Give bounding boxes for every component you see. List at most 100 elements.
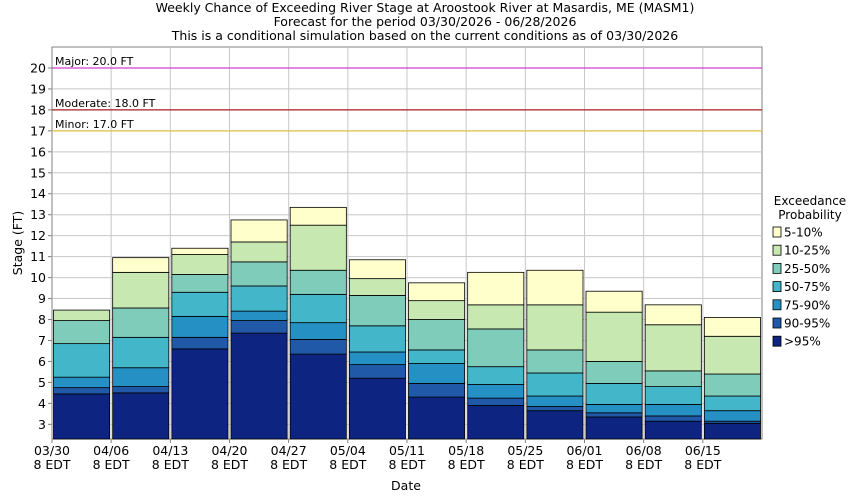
bar-segment-25-50- — [348, 295, 406, 327]
bar-segment--95- — [467, 405, 525, 440]
y-tick-label: 19 — [30, 81, 46, 96]
bar-segment-25-50- — [703, 373, 761, 397]
bar-segment-50-75- — [526, 372, 584, 397]
bar-segment-90-95- — [289, 339, 347, 355]
x-tick-time: 8 EDT — [33, 457, 70, 472]
y-tick-label: 20 — [30, 60, 46, 75]
bar-segment-5-10- — [112, 257, 170, 273]
bar-segment-75-90- — [53, 376, 111, 389]
bar-segment--95- — [408, 396, 466, 440]
x-tick-date: 06/01 — [566, 443, 602, 458]
legend-swatch — [772, 335, 782, 347]
bar-segment-25-50- — [289, 269, 347, 295]
x-tick-date: 04/27 — [271, 443, 307, 458]
bar-segment-10-25- — [526, 304, 584, 351]
bar-segment-10-25- — [703, 335, 761, 375]
x-tick-time: 8 EDT — [448, 457, 485, 472]
legend-label: 50-75% — [784, 280, 830, 294]
x-tick-time: 8 EDT — [93, 457, 130, 472]
bar-segment-90-95- — [526, 406, 584, 412]
bar-segment--95- — [348, 377, 406, 440]
y-tick-label: 7 — [38, 333, 46, 348]
bar-segment-10-25- — [467, 304, 525, 330]
legend-swatch — [772, 299, 782, 311]
x-tick-date: 04/06 — [93, 443, 129, 458]
x-tick-date: 05/25 — [507, 443, 543, 458]
legend-label: 25-50% — [784, 262, 830, 276]
bar-segment-75-90- — [585, 404, 643, 414]
chart-subtitle: Forecast for the period 03/30/2026 - 06/… — [274, 14, 577, 29]
bar-segment-25-50- — [53, 320, 111, 345]
bar-segment-10-25- — [408, 300, 466, 320]
bar-segment--95- — [171, 348, 229, 440]
bar-segment-5-10- — [526, 269, 584, 306]
bar-segment--95- — [230, 332, 288, 440]
y-tick-label: 9 — [38, 291, 46, 306]
legend-label: 5-10% — [784, 226, 823, 240]
x-tick-time: 8 EDT — [270, 457, 307, 472]
bar-segment-50-75- — [585, 383, 643, 405]
x-tick-time: 8 EDT — [329, 457, 366, 472]
threshold-label: Moderate: 18.0 FT — [55, 97, 156, 110]
bar-segment-75-90- — [703, 410, 761, 422]
bar-segment-10-25- — [230, 241, 288, 263]
x-tick-time: 8 EDT — [566, 457, 603, 472]
legend-swatch — [772, 281, 782, 293]
legend-swatch — [772, 226, 782, 238]
bar-segment-25-50- — [644, 370, 702, 387]
bar-segment-25-50- — [408, 319, 466, 351]
bar-segment-50-75- — [467, 366, 525, 385]
bar-segment-10-25- — [112, 271, 170, 309]
bar-segment-90-95- — [644, 415, 702, 422]
x-tick-date: 06/08 — [626, 443, 662, 458]
bar-segment-50-75- — [703, 395, 761, 412]
bar-segment-5-10- — [585, 290, 643, 313]
bar-segment-75-90- — [467, 384, 525, 399]
y-tick-label: 14 — [30, 186, 46, 201]
bars — [53, 206, 761, 440]
legend-title: Exceedance — [774, 194, 846, 208]
bar-segment--95- — [112, 392, 170, 440]
bar-segment-75-90- — [644, 404, 702, 417]
bar-segment-75-90- — [348, 351, 406, 365]
y-tick-label: 16 — [30, 144, 46, 159]
y-axis-label: Stage (FT) — [10, 211, 25, 275]
bar-segment-5-10- — [703, 317, 761, 337]
x-axis-label: Date — [391, 478, 421, 493]
bar-segment-5-10- — [171, 247, 229, 255]
bar-segment-25-50- — [230, 261, 288, 287]
x-tick-date: 05/04 — [330, 443, 366, 458]
bar-segment--95- — [289, 353, 347, 440]
bar-segment-50-75- — [171, 291, 229, 317]
legend-label: 10-25% — [784, 244, 830, 258]
y-tick-label: 6 — [38, 354, 46, 369]
bar-segment-90-95- — [348, 364, 406, 379]
bar-segment-50-75- — [644, 386, 702, 405]
bar-segment-50-75- — [348, 325, 406, 353]
bar-segment--95- — [53, 393, 111, 440]
bar-segment-75-90- — [171, 315, 229, 338]
x-tick-time: 8 EDT — [684, 457, 721, 472]
legend-swatch — [772, 262, 782, 274]
bar-segment-90-95- — [585, 412, 643, 418]
chart-subtitle-conditions: This is a conditional simulation based o… — [171, 28, 678, 43]
x-tick-time: 8 EDT — [625, 457, 662, 472]
bar-segment-5-10- — [408, 282, 466, 302]
legend-title: Probability — [778, 208, 841, 222]
y-tick-label: 4 — [38, 396, 46, 411]
x-tick-date: 06/15 — [685, 443, 721, 458]
x-tick-date: 05/11 — [389, 443, 425, 458]
bar-segment-5-10- — [230, 219, 288, 243]
bar-segment-75-90- — [230, 310, 288, 321]
x-tick-date: 03/30 — [34, 443, 70, 458]
bar-segment-90-95- — [171, 336, 229, 350]
bar-segment-5-10- — [467, 271, 525, 306]
legend-label: 75-90% — [784, 298, 830, 312]
legend-label: 90-95% — [784, 317, 830, 331]
x-tick-date: 04/13 — [152, 443, 188, 458]
y-tick-label: 15 — [30, 165, 46, 180]
bar-segment-5-10- — [348, 259, 406, 280]
